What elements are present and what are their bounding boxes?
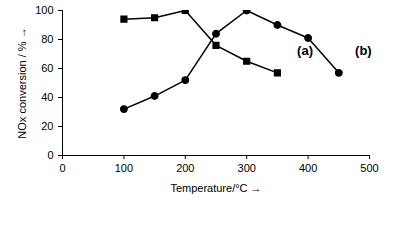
svg-text:(a): (a) [297,43,313,58]
svg-text:500: 500 [360,162,378,174]
svg-text:NOx conversion / % →: NOx conversion / % → [16,27,28,138]
svg-text:0: 0 [47,149,53,161]
svg-text:80: 80 [41,33,53,45]
svg-text:300: 300 [238,162,256,174]
svg-text:(b): (b) [355,43,372,58]
svg-text:20: 20 [41,120,53,132]
svg-text:60: 60 [41,62,53,74]
svg-text:0: 0 [59,162,65,174]
svg-text:40: 40 [41,91,53,103]
svg-text:400: 400 [299,162,317,174]
svg-text:Temperature/°C →: Temperature/°C → [170,182,261,194]
svg-text:100: 100 [35,4,53,16]
svg-text:200: 200 [176,162,194,174]
svg-text:100: 100 [115,162,133,174]
